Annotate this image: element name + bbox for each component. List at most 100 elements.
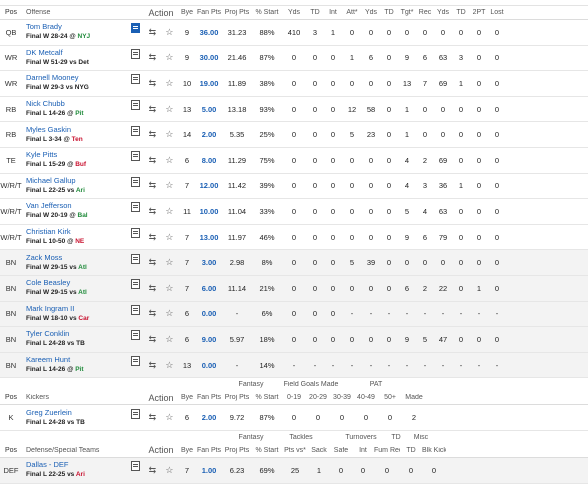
- col-stat[interactable]: 0-19: [286, 394, 301, 402]
- player-note-icon[interactable]: [131, 74, 140, 85]
- player-note-icon[interactable]: [131, 202, 140, 213]
- swap-icon[interactable]: ⇆: [148, 180, 157, 191]
- col-stat[interactable]: Lost: [490, 9, 504, 16]
- col-stat[interactable]: Fum Rec: [374, 446, 400, 454]
- star-icon[interactable]: ☆: [165, 154, 174, 165]
- player-name-link[interactable]: Kyle Pitts: [26, 150, 58, 160]
- row-stat: 6: [404, 283, 410, 293]
- player-note-icon[interactable]: [131, 125, 140, 136]
- player-name-link[interactable]: Cole Beasley: [26, 278, 71, 288]
- player-name-link[interactable]: Zack Moss: [26, 252, 63, 262]
- col-pct-start[interactable]: % Start: [255, 394, 279, 402]
- col-stat[interactable]: TD: [456, 9, 466, 16]
- col-fan-pts[interactable]: Fan Pts: [196, 446, 222, 454]
- col-proj-pts[interactable]: Proj Pts: [224, 394, 250, 402]
- col-pct-start[interactable]: % Start: [255, 446, 279, 454]
- star-icon[interactable]: ☆: [165, 77, 174, 88]
- player-note-icon[interactable]: [131, 23, 140, 34]
- col-pct-start[interactable]: % Start: [255, 9, 279, 16]
- col-proj-pts[interactable]: Proj Pts: [224, 9, 250, 16]
- swap-icon[interactable]: ⇆: [148, 308, 157, 319]
- col-stat[interactable]: 30-39: [333, 394, 351, 402]
- col-proj-pts[interactable]: Proj Pts: [224, 446, 250, 454]
- col-stat[interactable]: Blk Kick: [422, 446, 446, 454]
- player-note-icon[interactable]: [131, 176, 140, 187]
- player-name-link[interactable]: Tyler Conklin: [26, 329, 70, 339]
- star-icon[interactable]: ☆: [165, 205, 174, 216]
- player-name-link[interactable]: DK Metcalf: [26, 47, 63, 57]
- swap-icon[interactable]: ⇆: [148, 26, 157, 37]
- swap-icon[interactable]: ⇆: [148, 257, 157, 268]
- col-stat[interactable]: Att*: [346, 9, 358, 16]
- star-icon[interactable]: ☆: [165, 412, 174, 423]
- row-stat: 6: [422, 232, 428, 242]
- col-stat[interactable]: Safe: [333, 446, 349, 454]
- swap-icon[interactable]: ⇆: [148, 205, 157, 216]
- player-name-link[interactable]: Mark Ingram II: [26, 303, 75, 313]
- star-icon[interactable]: ☆: [165, 180, 174, 191]
- star-icon[interactable]: ☆: [165, 129, 174, 140]
- star-icon[interactable]: ☆: [165, 333, 174, 344]
- player-note-icon[interactable]: [131, 304, 140, 315]
- swap-icon[interactable]: ⇆: [148, 359, 157, 370]
- col-stat[interactable]: 40-49: [357, 394, 375, 402]
- star-icon[interactable]: ☆: [165, 359, 174, 370]
- player-note-icon[interactable]: [131, 356, 140, 367]
- col-stat[interactable]: Tgt*: [400, 9, 414, 16]
- swap-icon[interactable]: ⇆: [148, 464, 157, 475]
- player-name-link[interactable]: Michael Gallup: [26, 175, 76, 185]
- star-icon[interactable]: ☆: [165, 231, 174, 242]
- col-stat[interactable]: Made: [405, 394, 423, 402]
- col-stat[interactable]: 50+: [384, 394, 396, 402]
- player-name-link[interactable]: Tom Brady: [26, 22, 62, 32]
- player-name-link[interactable]: Van Jefferson: [26, 201, 72, 211]
- col-stat[interactable]: Yds: [287, 9, 301, 16]
- player-note-icon[interactable]: [131, 408, 140, 419]
- player-note-icon[interactable]: [131, 461, 140, 472]
- swap-icon[interactable]: ⇆: [148, 231, 157, 242]
- star-icon[interactable]: ☆: [165, 26, 174, 37]
- swap-icon[interactable]: ⇆: [148, 77, 157, 88]
- star-icon[interactable]: ☆: [165, 282, 174, 293]
- player-name-link[interactable]: Darnell Mooney: [26, 73, 79, 83]
- col-stat[interactable]: Yds: [364, 9, 378, 16]
- player-note-icon[interactable]: [131, 253, 140, 264]
- star-icon[interactable]: ☆: [165, 257, 174, 268]
- player-note-icon[interactable]: [131, 279, 140, 290]
- col-stat[interactable]: Yds: [436, 9, 450, 16]
- col-stat[interactable]: Rec: [418, 9, 432, 16]
- swap-icon[interactable]: ⇆: [148, 129, 157, 140]
- col-fan-pts[interactable]: Fan Pts: [196, 9, 222, 16]
- col-stat[interactable]: TD: [406, 446, 416, 454]
- swap-icon[interactable]: ⇆: [148, 412, 157, 423]
- col-stat[interactable]: Int: [329, 9, 337, 16]
- star-icon[interactable]: ☆: [165, 103, 174, 114]
- player-name-link[interactable]: Dallas - DEF: [26, 460, 69, 470]
- player-note-icon[interactable]: [131, 151, 140, 162]
- col-stat[interactable]: Int: [359, 446, 367, 454]
- player-note-icon[interactable]: [131, 330, 140, 341]
- star-icon[interactable]: ☆: [165, 464, 174, 475]
- player-name-link[interactable]: Greg Zuerlein: [26, 407, 72, 417]
- player-name-link[interactable]: Nick Chubb: [26, 99, 65, 109]
- swap-icon[interactable]: ⇆: [148, 282, 157, 293]
- player-name-link[interactable]: Kareem Hunt: [26, 355, 71, 365]
- swap-icon[interactable]: ⇆: [148, 333, 157, 344]
- col-stat[interactable]: Pts vs*: [284, 446, 306, 454]
- player-note-icon[interactable]: [131, 100, 140, 111]
- swap-icon[interactable]: ⇆: [148, 52, 157, 63]
- player-name-link[interactable]: Christian Kirk: [26, 227, 71, 237]
- col-stat[interactable]: 20-29: [309, 394, 327, 402]
- col-stat[interactable]: TD: [310, 9, 320, 16]
- player-note-icon[interactable]: [131, 228, 140, 239]
- col-stat[interactable]: 2PT: [472, 9, 486, 16]
- star-icon[interactable]: ☆: [165, 308, 174, 319]
- star-icon[interactable]: ☆: [165, 52, 174, 63]
- col-stat[interactable]: Sack: [311, 446, 327, 454]
- col-fan-pts[interactable]: Fan Pts: [196, 394, 222, 402]
- player-note-icon[interactable]: [131, 48, 140, 59]
- swap-icon[interactable]: ⇆: [148, 103, 157, 114]
- col-stat[interactable]: TD: [384, 9, 394, 16]
- swap-icon[interactable]: ⇆: [148, 154, 157, 165]
- player-name-link[interactable]: Myles Gaskin: [26, 124, 72, 134]
